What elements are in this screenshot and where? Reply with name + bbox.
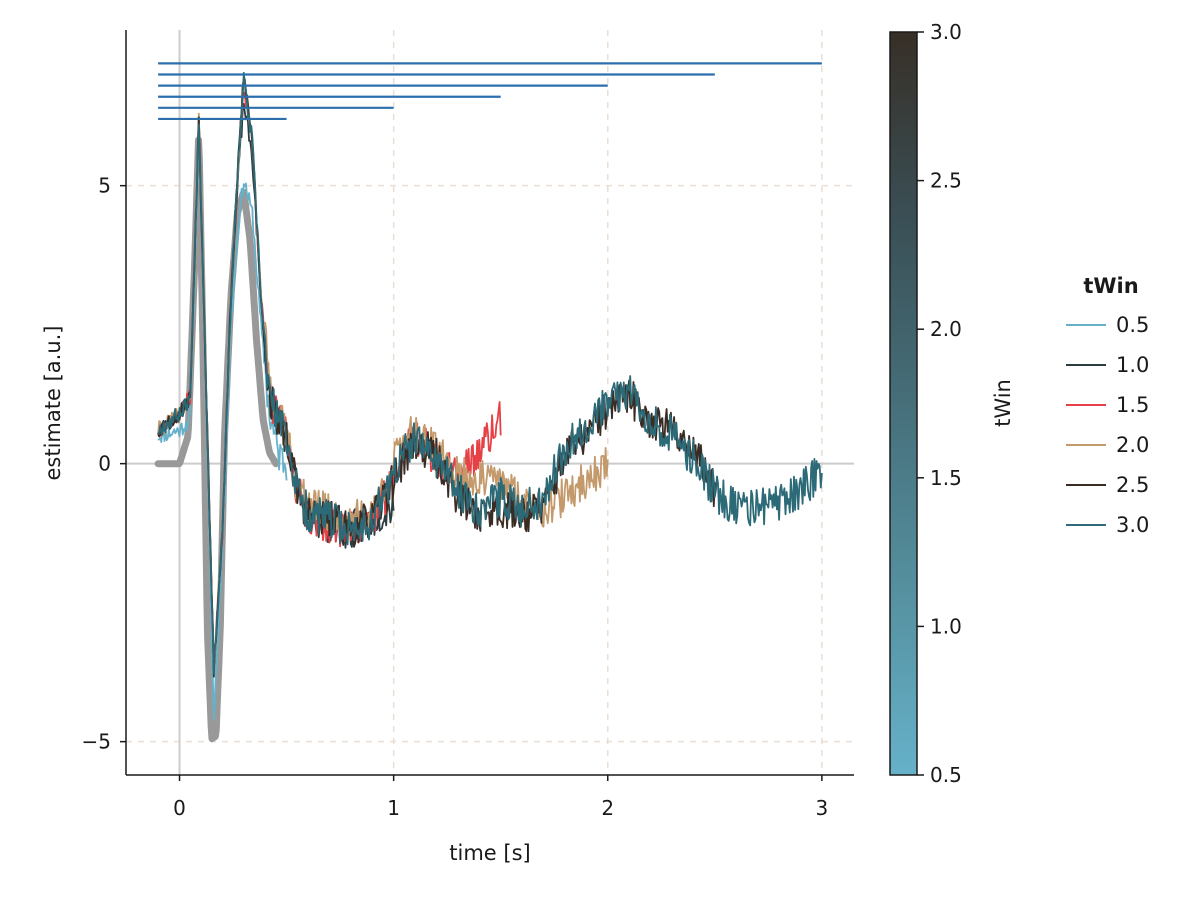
series-lines [157, 71, 823, 721]
series-line-2-5 [157, 77, 716, 669]
reference-lines [126, 30, 854, 775]
series-line-1-0 [157, 103, 395, 678]
ground-truth-line [154, 136, 280, 743]
colorbar-gradient [889, 31, 918, 776]
legend-entry-label: 2.5 [1116, 473, 1149, 497]
colorbar-tick-label: 2.0 [930, 317, 962, 341]
y-tick-label: 0 [98, 452, 111, 476]
colorbar-tick-label: 2.5 [930, 169, 962, 193]
series-line-3-0 [157, 71, 823, 674]
legend-entry-label: 3.0 [1116, 513, 1149, 537]
y-ticks: −5 0 5 [82, 174, 126, 754]
legend-entry-label: 1.0 [1116, 353, 1149, 377]
colorbar-tick-label: 0.5 [930, 763, 962, 787]
x-tick-label: 1 [387, 796, 400, 820]
colorbar-tick-label: 3.0 [930, 20, 962, 44]
ground-truth [154, 136, 280, 743]
y-tick-label: 5 [98, 174, 111, 198]
colorbar-tick-label: 1.0 [930, 614, 962, 638]
x-axis-label: time [s] [449, 841, 530, 865]
legend-entry-label: 0.5 [1116, 313, 1149, 337]
colorbar-tick-label: 1.5 [930, 466, 962, 490]
colorbar: 0.5 1.0 1.5 2.0 2.5 3.0 [889, 20, 962, 787]
x-tick-label: 3 [816, 796, 829, 820]
y-tick-label: −5 [82, 730, 111, 754]
axes [125, 30, 854, 776]
x-tick-label: 0 [173, 796, 186, 820]
legend-entry-label: 2.0 [1116, 433, 1149, 457]
legend-title: tWin [1083, 274, 1138, 298]
x-tick-label: 2 [601, 796, 614, 820]
legend-entry-label: 1.5 [1116, 393, 1149, 417]
legend: tWin 0.5 1.0 1.5 2.0 2.5 3.0 [1066, 274, 1149, 537]
x-ticks: 0 1 2 3 [173, 775, 828, 820]
y-axis-label: estimate [a.u.] [41, 326, 65, 481]
colorbar-label: tWin [991, 379, 1015, 427]
window-bars [158, 62, 822, 121]
gridlines [126, 30, 854, 775]
plot-area [154, 62, 823, 743]
